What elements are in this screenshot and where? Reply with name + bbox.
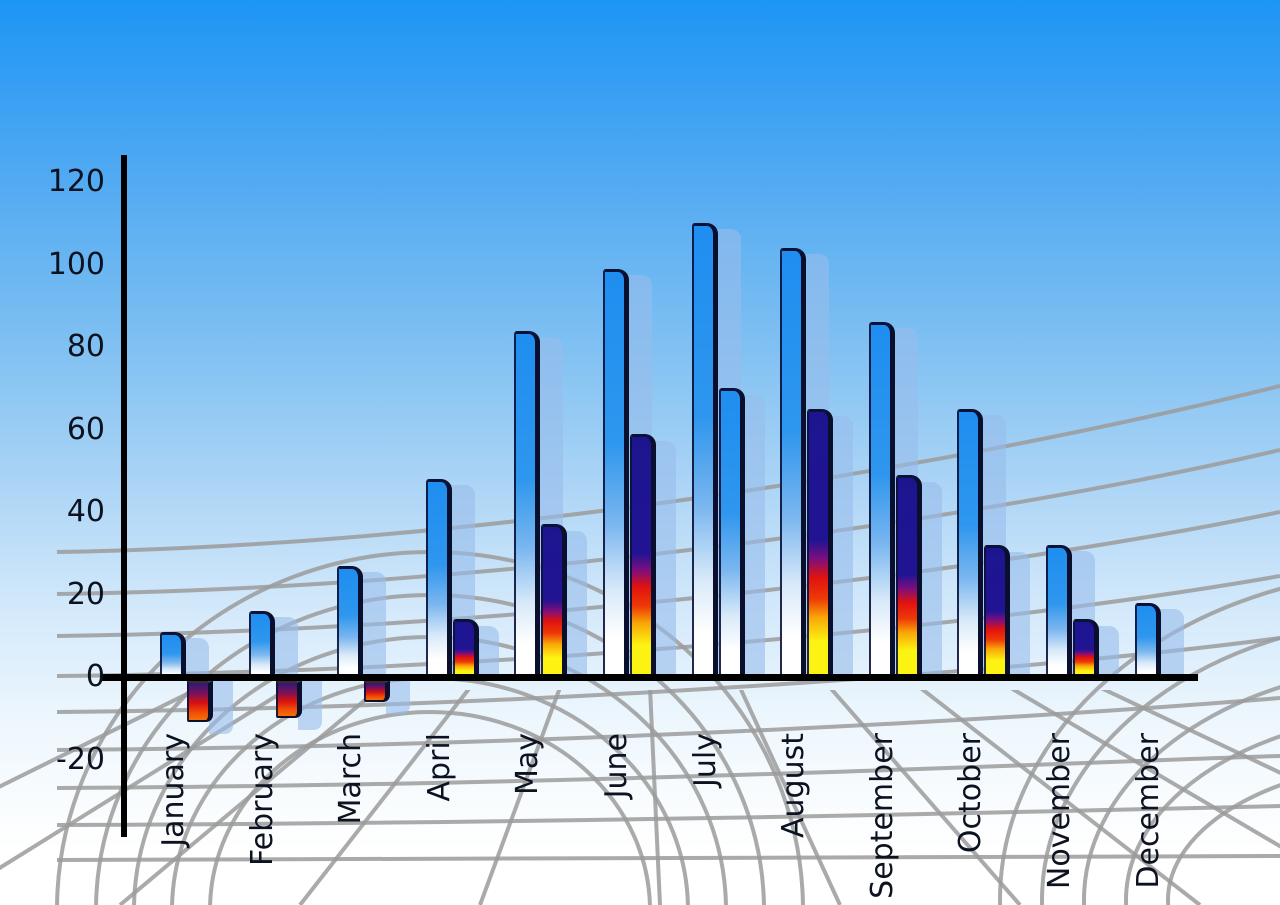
bar-august-primary [780, 248, 807, 679]
bar-july-primary [691, 223, 718, 679]
bar-may-primary [514, 330, 541, 679]
bar-february-primary [248, 611, 275, 679]
bar-shadow-february-secondary [297, 681, 322, 731]
bar-december-primary [1134, 602, 1161, 679]
bar-may-secondary [541, 524, 568, 679]
bar-march-primary [337, 565, 364, 679]
bar-shadow-january-secondary [209, 681, 233, 735]
y-tick-80: 80 [66, 329, 105, 364]
bar-february-secondary [275, 681, 302, 719]
x-tick-january: January [156, 733, 191, 847]
bar-shadow-july-secondary [740, 395, 765, 677]
bar-april-primary [425, 479, 452, 679]
bar-january-primary [160, 631, 186, 679]
x-tick-may: May [510, 733, 546, 796]
bar-march-secondary [364, 681, 391, 702]
y-tick-20: 20 [66, 576, 105, 612]
bar-shadow-may-secondary [563, 531, 588, 677]
x-tick-march: March [333, 733, 369, 825]
bar-october-primary [957, 408, 984, 679]
y-tick--20: -20 [56, 741, 105, 777]
bar-shadow-april-secondary [474, 626, 499, 677]
bar-september-primary [868, 322, 895, 679]
y-axis-line [121, 155, 127, 837]
bar-june-secondary [630, 433, 656, 679]
bar-shadow-december-primary [1157, 608, 1184, 677]
x-tick-july: July [687, 733, 723, 787]
x-tick-september: September [864, 733, 900, 899]
x-tick-december: December [1130, 733, 1166, 889]
bar-july-secondary [718, 388, 745, 679]
x-tick-october: October [953, 733, 989, 854]
bar-shadow-february-primary [271, 617, 298, 677]
bar-shadow-september-secondary [917, 481, 942, 677]
bar-shadow-january-primary [183, 637, 209, 677]
x-axis-zero-line [100, 674, 1198, 681]
bar-shadow-june-secondary [652, 440, 676, 677]
y-tick-100: 100 [47, 246, 105, 282]
bar-shadow-march-primary [360, 571, 387, 677]
bar-september-secondary [895, 474, 922, 679]
bar-june-primary [603, 268, 629, 679]
bar-october-secondary [984, 545, 1011, 679]
x-tick-august: August [776, 733, 812, 838]
bar-shadow-november-secondary [1095, 626, 1119, 677]
bar-august-secondary [807, 408, 834, 679]
y-tick-0: 0 [85, 659, 105, 694]
bar-shadow-october-secondary [1006, 552, 1031, 677]
bar-april-secondary [452, 619, 479, 679]
x-tick-april: April [421, 733, 457, 802]
x-tick-june: June [599, 733, 634, 799]
bar-shadow-march-secondary [386, 681, 411, 714]
x-tick-november: November [1042, 733, 1077, 890]
y-tick-120: 120 [47, 164, 105, 199]
bar-shadow-august-secondary [829, 415, 854, 677]
bar-november-secondary [1073, 619, 1099, 679]
x-tick-february: February [244, 733, 280, 866]
y-tick-60: 60 [66, 411, 105, 447]
bar-january-secondary [187, 681, 213, 723]
bar-november-primary [1046, 545, 1072, 679]
y-tick-40: 40 [66, 494, 105, 529]
